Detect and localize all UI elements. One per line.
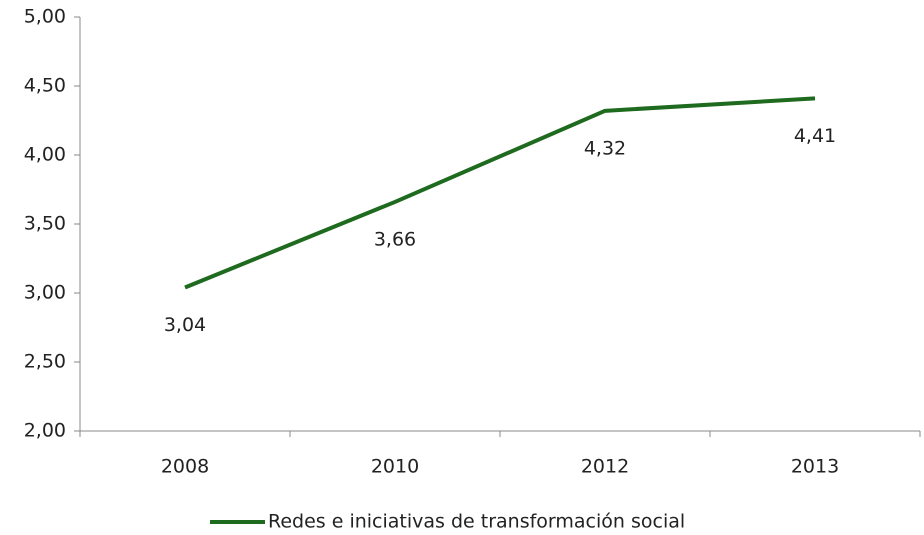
- data-label: 4,32: [584, 137, 626, 159]
- data-label: 3,66: [374, 228, 416, 250]
- data-label: 3,04: [164, 314, 206, 336]
- y-tick-label: 4,50: [24, 75, 66, 97]
- series-line: [184, 96, 816, 290]
- y-tick-label: 3,50: [24, 213, 66, 235]
- x-tick-label: 2010: [371, 456, 419, 478]
- legend-label: Redes e iniciativas de transformación so…: [268, 511, 685, 533]
- data-label: 4,41: [794, 125, 836, 147]
- y-tick-label: 2,50: [24, 351, 66, 373]
- x-tick-label: 2008: [161, 456, 209, 478]
- y-tick-label: 2,00: [24, 420, 66, 442]
- y-tick-label: 3,00: [24, 282, 66, 304]
- y-tick-label: 5,00: [24, 6, 66, 28]
- x-tick-label: 2012: [581, 456, 629, 478]
- y-tick-label: 4,00: [24, 144, 66, 166]
- x-tick-label: 2013: [791, 456, 839, 478]
